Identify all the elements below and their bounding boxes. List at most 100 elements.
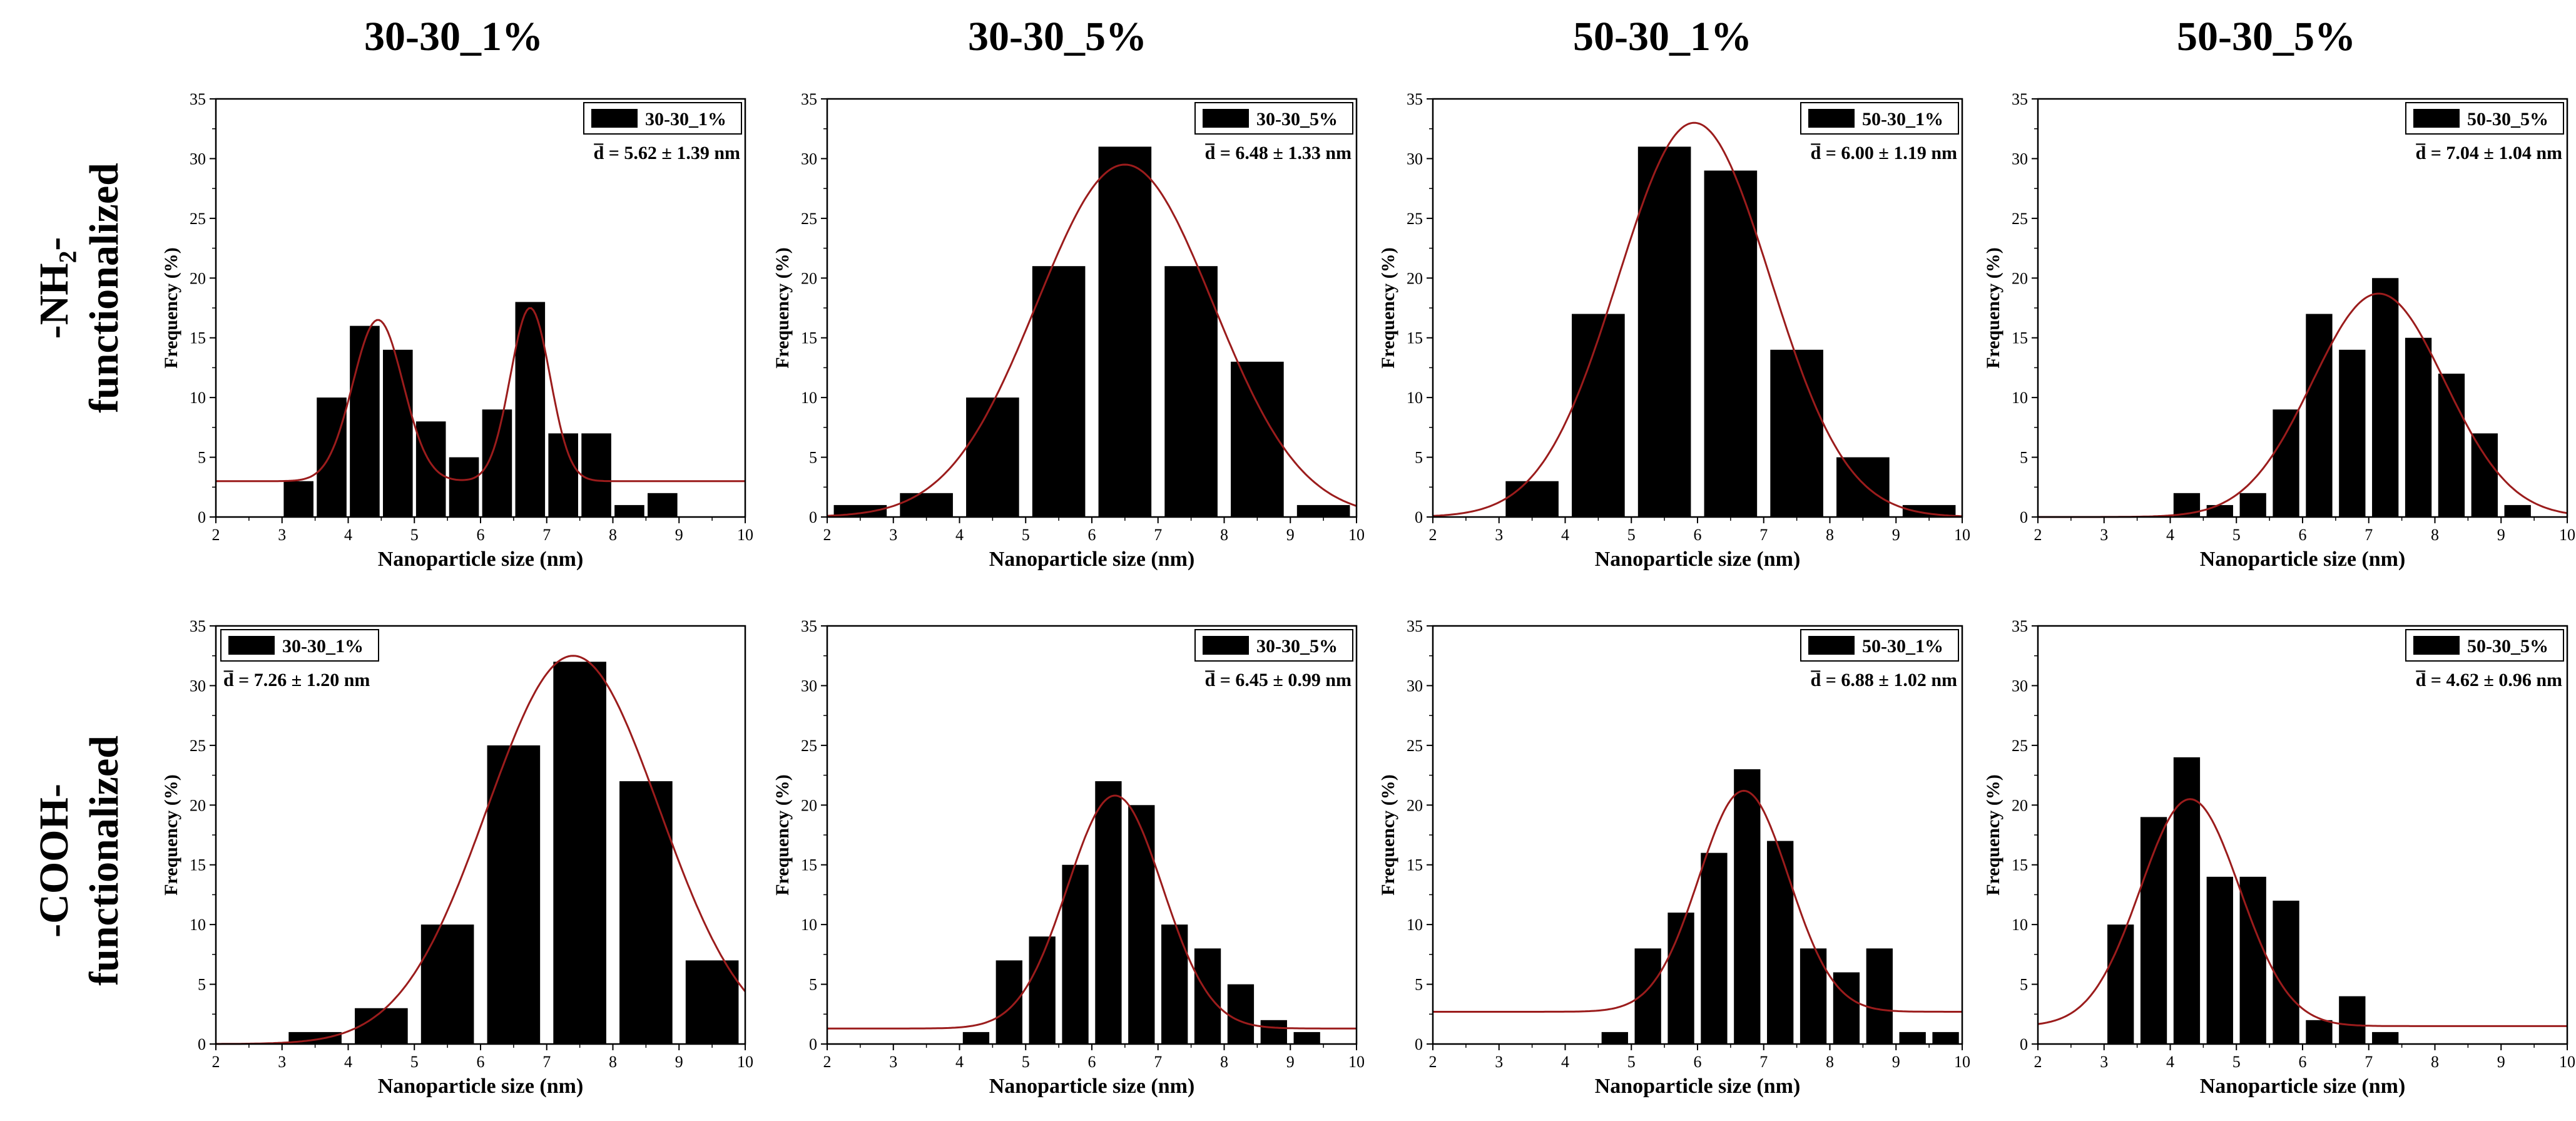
histogram-bar [2405,337,2432,517]
x-tick-label: 3 [889,1053,897,1071]
histogram-panel: 2 3 4 5 6 7 8 9 10 0 5 10 15 20 25 30 35 Nanoparticle siz… [1378,617,1970,1098]
x-tick-label: 10 [1954,1053,1970,1071]
histogram-bar [685,960,739,1044]
gaussian-fit-curve [1432,121,1963,518]
histogram-bar [2372,278,2399,517]
legend-label: 30-30_5% [1256,109,1338,130]
histogram-bar [2306,1020,2333,1044]
y-tick-label: 5 [198,449,206,467]
x-tick-label: 3 [278,1053,286,1071]
histogram-bar [648,493,678,517]
histogram-bar [1128,805,1155,1044]
histogram-bar [1260,1020,1287,1044]
histogram-panel: 2 3 4 5 6 7 8 9 10 0 5 10 15 20 25 30 35 Nanoparticle siz… [1983,617,2575,1098]
legend-swatch [1203,109,1249,128]
x-tick-label: 5 [410,1053,419,1071]
y-axis-title: Frequency (%) [1983,247,2003,369]
y-tick-label: 30 [2012,150,2028,168]
x-tick-label: 10 [1348,526,1365,544]
histogram-bar [2306,314,2333,517]
legend-label: 50-30_5% [2467,636,2548,657]
histogram-panel: 2 3 4 5 6 7 8 9 10 0 5 10 15 20 25 30 35 Nanoparticle siz… [161,90,753,571]
x-tick-label: 6 [2299,526,2307,544]
x-tick-label: 4 [2166,526,2174,544]
mean-size-annotation: d̅ = 6.48 ± 1.33 nm [1205,143,1352,163]
y-axis-title: Frequency (%) [1983,774,2003,896]
column-title: 50-30_1% [1573,14,1752,59]
y-tick-label: 20 [1407,269,1423,287]
y-tick-label: 5 [809,976,817,994]
histogram-panel: 2 3 4 5 6 7 8 9 10 0 5 10 15 20 25 30 35 Nanoparticle siz… [772,90,1365,571]
x-tick-label: 6 [477,526,485,544]
legend-label: 30-30_1% [282,636,364,657]
y-tick-label: 30 [190,677,206,695]
histogram-bar [548,433,578,517]
y-axis-title: Frequency (%) [772,774,793,896]
x-tick-label: 8 [2431,526,2439,544]
legend-swatch [1203,636,1249,655]
x-tick-label: 10 [737,1053,753,1071]
legend-label: 30-30_1% [645,109,726,130]
gaussian-fit-curve [827,794,1357,1030]
y-tick-label: 15 [1407,856,1423,874]
x-tick-label: 2 [212,1053,220,1071]
histogram-bar [1932,1031,1959,1044]
x-tick-label: 5 [1627,526,1636,544]
x-tick-label: 7 [2365,1053,2373,1071]
mean-size-annotation: d̅ = 6.45 ± 0.99 nm [1205,670,1352,690]
histogram-bar [2438,373,2465,517]
x-tick-label: 9 [1892,1053,1900,1071]
y-tick-label: 20 [801,796,817,814]
y-tick-label: 0 [2020,1035,2028,1053]
y-tick-label: 25 [1407,210,1423,228]
x-tick-label: 5 [410,526,419,544]
histogram-bar [515,302,546,517]
x-tick-label: 7 [1154,1053,1162,1071]
y-tick-label: 20 [801,269,817,287]
y-tick-label: 30 [1407,677,1423,695]
x-tick-label: 6 [477,1053,485,1071]
histogram-bar [283,481,313,517]
x-tick-label: 7 [1759,526,1768,544]
legend-label: 30-30_5% [1256,636,1338,657]
y-tick-label: 30 [2012,677,2028,695]
histogram-bar [962,1031,990,1044]
mean-size-annotation: d̅ = 5.62 ± 1.39 nm [594,143,740,163]
y-tick-label: 10 [190,389,206,407]
y-tick-label: 5 [2020,449,2028,467]
mean-size-annotation: d̅ = 7.04 ± 1.04 nm [2416,143,2562,163]
histogram-panel: 2 3 4 5 6 7 8 9 10 0 5 10 15 20 25 30 35 Nanoparticle siz… [772,617,1365,1098]
y-tick-label: 0 [2020,508,2028,526]
histogram-bar [317,397,347,517]
y-tick-label: 30 [801,677,817,695]
x-tick-label: 2 [823,526,832,544]
y-tick-label: 25 [801,737,817,755]
y-tick-label: 35 [801,90,817,108]
histogram-bar [1833,972,1860,1044]
histogram-bar [1231,361,1284,517]
y-tick-label: 5 [2020,976,2028,994]
y-tick-label: 5 [1415,449,1423,467]
x-tick-label: 4 [955,526,964,544]
histogram-bar [1637,146,1691,518]
column-title: 30-30_1% [364,14,543,59]
histogram-bar [482,409,512,517]
x-tick-label: 10 [1348,1053,1365,1071]
y-tick-label: 5 [1415,976,1423,994]
histogram-bar [1098,146,1152,518]
y-tick-label: 10 [1407,389,1423,407]
x-tick-label: 5 [2232,1053,2241,1071]
y-tick-label: 10 [2012,916,2028,934]
histogram-bar [1704,170,1758,517]
x-axis-title: Nanoparticle size (nm) [1595,548,1801,571]
y-tick-label: 20 [2012,269,2028,287]
y-tick-label: 35 [801,617,817,635]
x-tick-label: 2 [2034,526,2042,544]
x-tick-label: 3 [1495,1053,1503,1071]
legend: 30-30_5% [1194,102,1353,135]
x-tick-label: 3 [2100,526,2108,544]
mean-size-annotation: d̅ = 7.26 ± 1.20 nm [223,670,370,690]
histogram-bar [900,493,953,517]
